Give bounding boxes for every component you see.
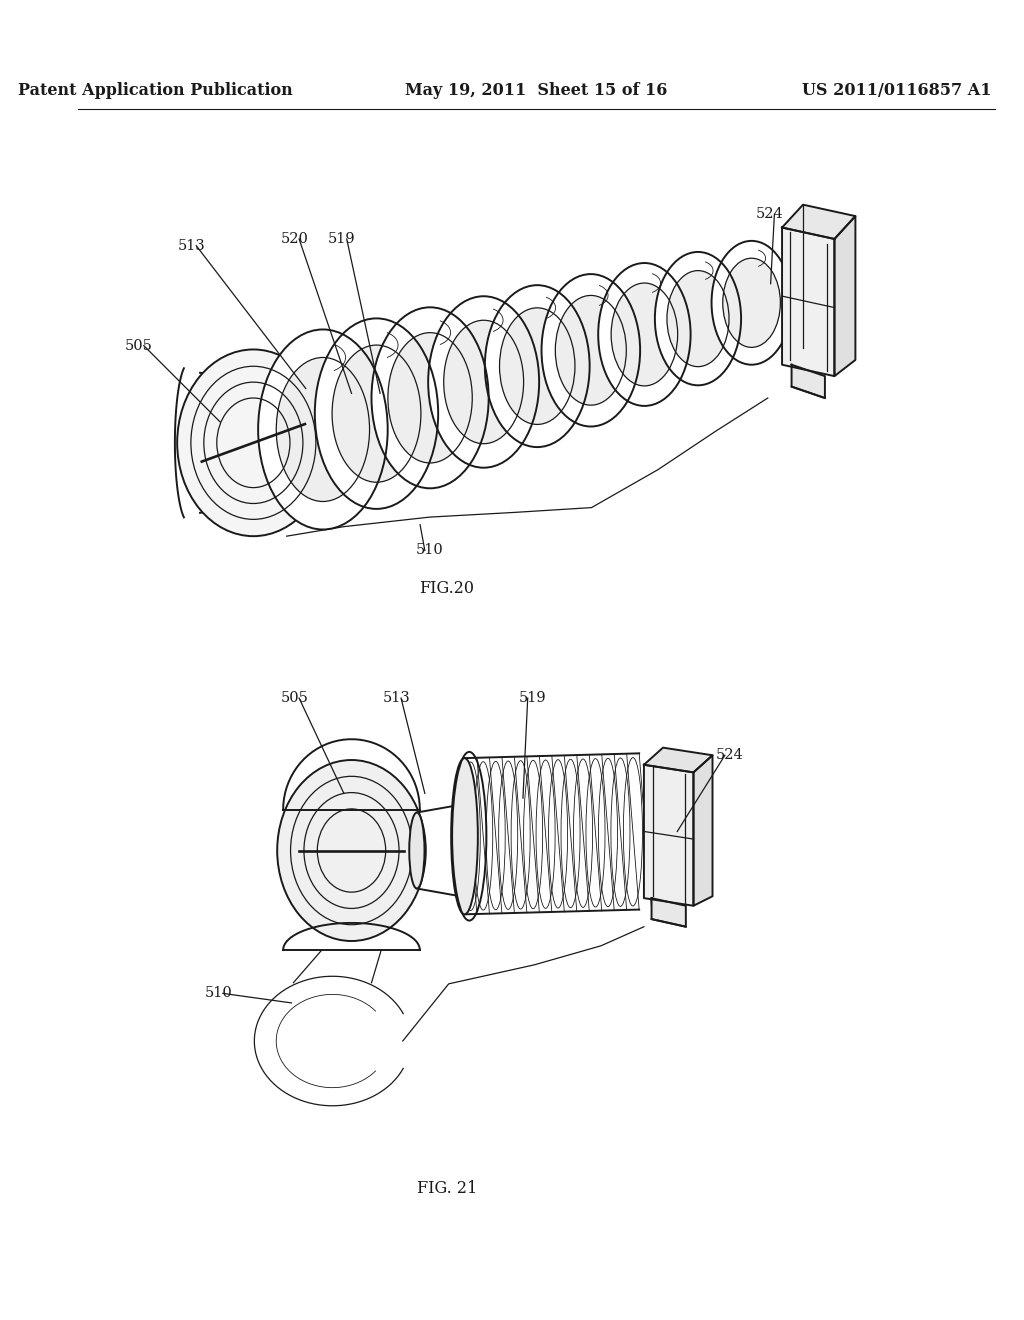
Ellipse shape [452, 758, 478, 915]
Text: Patent Application Publication: Patent Application Publication [17, 82, 293, 99]
Ellipse shape [177, 350, 330, 536]
Text: May 19, 2011  Sheet 15 of 16: May 19, 2011 Sheet 15 of 16 [406, 82, 668, 99]
Ellipse shape [655, 252, 741, 385]
Ellipse shape [542, 275, 640, 426]
Ellipse shape [372, 308, 488, 488]
Text: 520: 520 [281, 232, 308, 246]
Ellipse shape [598, 263, 690, 407]
Polygon shape [555, 296, 627, 405]
Polygon shape [651, 898, 686, 927]
Ellipse shape [258, 330, 388, 529]
Polygon shape [667, 271, 729, 367]
Polygon shape [693, 755, 713, 906]
Text: 519: 519 [519, 692, 546, 705]
Ellipse shape [484, 285, 590, 447]
Text: 519: 519 [328, 232, 355, 246]
Text: FIG.20: FIG.20 [419, 579, 474, 597]
Polygon shape [723, 259, 780, 347]
Ellipse shape [428, 296, 540, 467]
Polygon shape [782, 205, 855, 239]
Text: 510: 510 [204, 986, 232, 1001]
Polygon shape [611, 282, 678, 385]
Polygon shape [792, 364, 825, 399]
Polygon shape [276, 358, 370, 502]
Text: 513: 513 [177, 239, 206, 252]
Polygon shape [644, 747, 713, 772]
Polygon shape [644, 764, 693, 906]
Ellipse shape [314, 318, 438, 510]
Text: 505: 505 [281, 692, 308, 705]
Ellipse shape [216, 375, 319, 502]
Polygon shape [332, 345, 421, 482]
Text: FIG. 21: FIG. 21 [417, 1180, 477, 1197]
Text: 524: 524 [756, 207, 783, 222]
Text: 524: 524 [716, 748, 743, 762]
Ellipse shape [278, 760, 426, 941]
Text: 505: 505 [125, 339, 153, 352]
Text: 510: 510 [416, 544, 443, 557]
Polygon shape [782, 227, 835, 376]
Polygon shape [500, 308, 574, 425]
Ellipse shape [410, 813, 425, 888]
Polygon shape [388, 333, 472, 463]
Polygon shape [443, 321, 523, 444]
Polygon shape [835, 216, 855, 376]
Ellipse shape [712, 240, 792, 364]
Text: 513: 513 [382, 692, 411, 705]
Text: US 2011/0116857 A1: US 2011/0116857 A1 [802, 82, 991, 99]
